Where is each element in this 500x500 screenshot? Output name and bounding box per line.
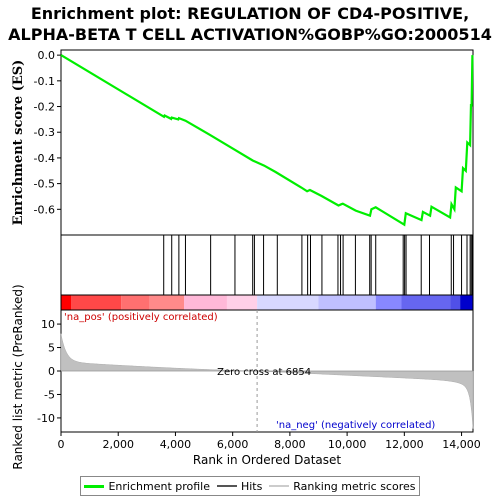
xtick-label: 6,000 xyxy=(217,438,249,451)
chart-title: Enrichment plot: REGULATION OF CD4-POSIT… xyxy=(0,3,500,45)
xtick-label: 2,000 xyxy=(102,438,134,451)
legend-item-hits: Hits xyxy=(216,479,263,493)
es-ytick-label: -0.4 xyxy=(34,152,55,165)
metric-ytick-label: 5 xyxy=(48,342,55,355)
metric-ytick-label: -5 xyxy=(44,388,55,401)
heat-band xyxy=(450,295,461,310)
metric-ytick-label: 0 xyxy=(48,365,55,378)
heat-band xyxy=(401,295,451,310)
heat-band xyxy=(226,295,258,310)
xtick-label: 10,000 xyxy=(328,438,367,451)
es-ytick-label: 0.0 xyxy=(38,49,56,62)
heat-band xyxy=(121,295,150,310)
heat-band xyxy=(71,295,122,310)
legend-label-profile: Enrichment profile xyxy=(108,479,210,493)
es-ytick-label: -0.3 xyxy=(34,126,55,139)
metric-axis-label: Ranked list metric (PreRanked) xyxy=(11,284,25,469)
ranked-metric-panel: Zero cross at 6854 'na_pos' (positively c… xyxy=(37,309,481,451)
axes-text: Rank in Ordered Dataset Enrichment score … xyxy=(11,60,341,470)
legend-swatch-metric xyxy=(269,485,290,487)
hits-panel xyxy=(60,234,474,296)
es-axis-label: Enrichment score (ES) xyxy=(11,60,26,226)
zero-cross-label: Zero cross at 6854 xyxy=(217,367,311,378)
legend-swatch-profile xyxy=(84,484,105,488)
xtick-label: 8,000 xyxy=(274,438,306,451)
xtick-label: 4,000 xyxy=(160,438,192,451)
legend-item-metric: Ranking metric scores xyxy=(269,480,415,493)
heat-band xyxy=(61,295,72,310)
xtick-label: 14,000 xyxy=(442,438,481,451)
legend-label-metric: Ranking metric scores xyxy=(293,479,416,493)
legend-label-hits: Hits xyxy=(240,479,263,493)
hits-frame xyxy=(60,234,474,296)
ranked-metric-area xyxy=(60,333,474,429)
es-frame xyxy=(60,49,474,236)
heat-band xyxy=(375,295,402,310)
es-ytick-label: -0.2 xyxy=(34,101,55,114)
xtick-label: 0 xyxy=(58,438,65,451)
legend: Enrichment profile Hits Ranking metric s… xyxy=(80,476,420,496)
heat-band xyxy=(460,295,473,310)
metric-ytick-label: 10 xyxy=(41,318,55,331)
legend-item-profile: Enrichment profile xyxy=(84,480,210,493)
legend-swatch-hits xyxy=(216,485,237,487)
es-ytick-label: -0.6 xyxy=(34,203,55,216)
metric-ytick-label: -10 xyxy=(37,412,55,425)
xtick-label: 12,000 xyxy=(385,438,424,451)
x-axis-label: Rank in Ordered Dataset xyxy=(193,453,341,467)
chart-title-line2: ALPHA-BETA T CELL ACTIVATION%GOBP%GO:200… xyxy=(8,25,492,44)
enrichment-profile-line xyxy=(60,54,474,227)
enrichment-score-panel: 0.0 -0.1 -0.2 -0.3 -0.4 -0.5 -0.6 xyxy=(34,49,474,236)
rank-heatmap-bar xyxy=(60,294,474,311)
heat-band xyxy=(149,295,185,310)
pos-correlated-label: 'na_pos' (positively correlated) xyxy=(64,312,218,323)
heat-band xyxy=(318,295,376,310)
neg-correlated-label: 'na_neg' (negatively correlated) xyxy=(276,420,435,431)
chart-title-line1: Enrichment plot: REGULATION OF CD4-POSIT… xyxy=(30,4,470,23)
es-ytick-label: -0.5 xyxy=(34,178,55,191)
heat-band xyxy=(257,295,319,310)
heat-band xyxy=(184,295,227,310)
es-ytick-label: -0.1 xyxy=(34,75,55,88)
